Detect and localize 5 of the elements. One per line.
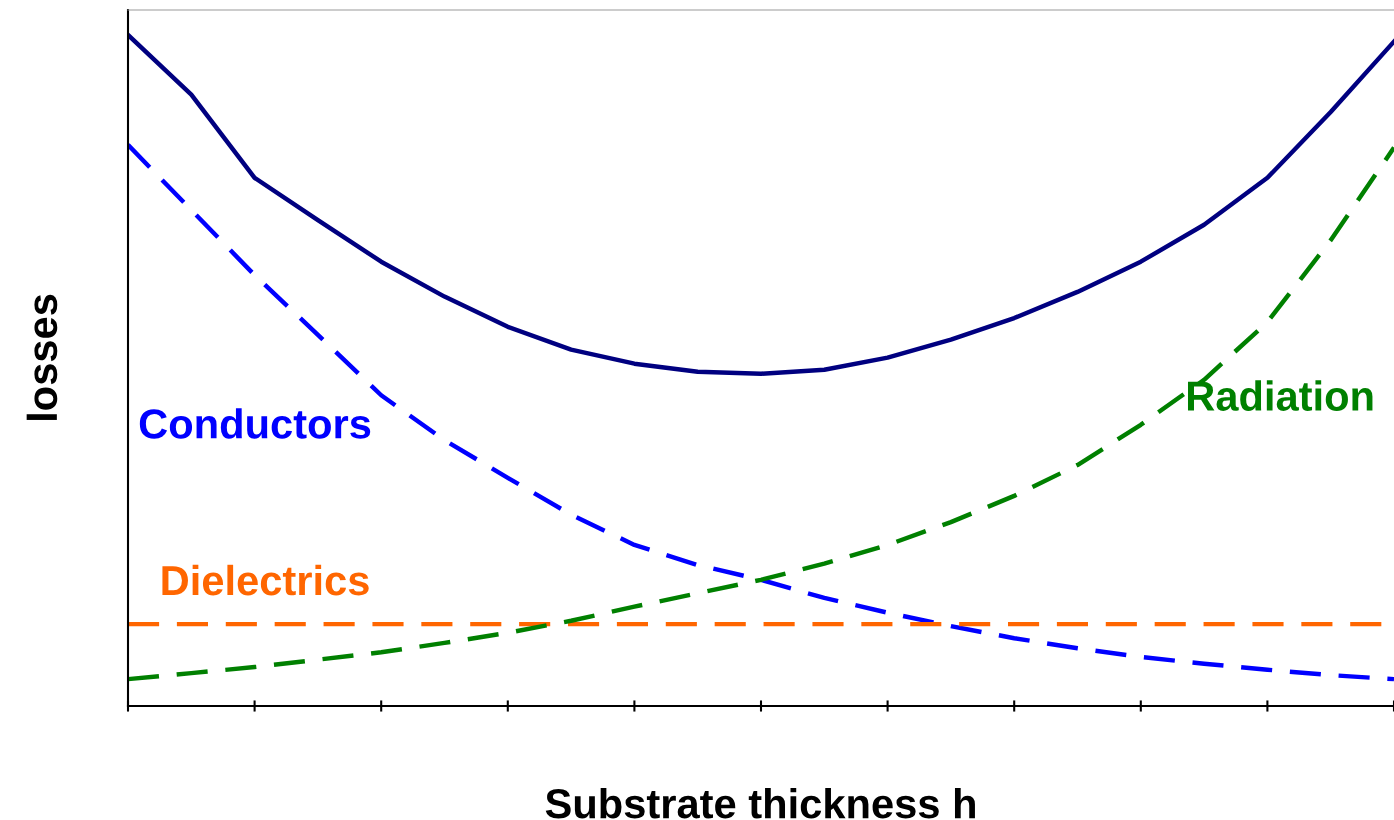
series-label: Conductors xyxy=(139,408,371,439)
y-axis-title: losses xyxy=(26,294,58,420)
series-label: Dielectrics xyxy=(162,564,369,596)
x-axis-title: Substrate thickness h xyxy=(545,787,975,819)
series-label: Radiation xyxy=(1187,380,1373,411)
